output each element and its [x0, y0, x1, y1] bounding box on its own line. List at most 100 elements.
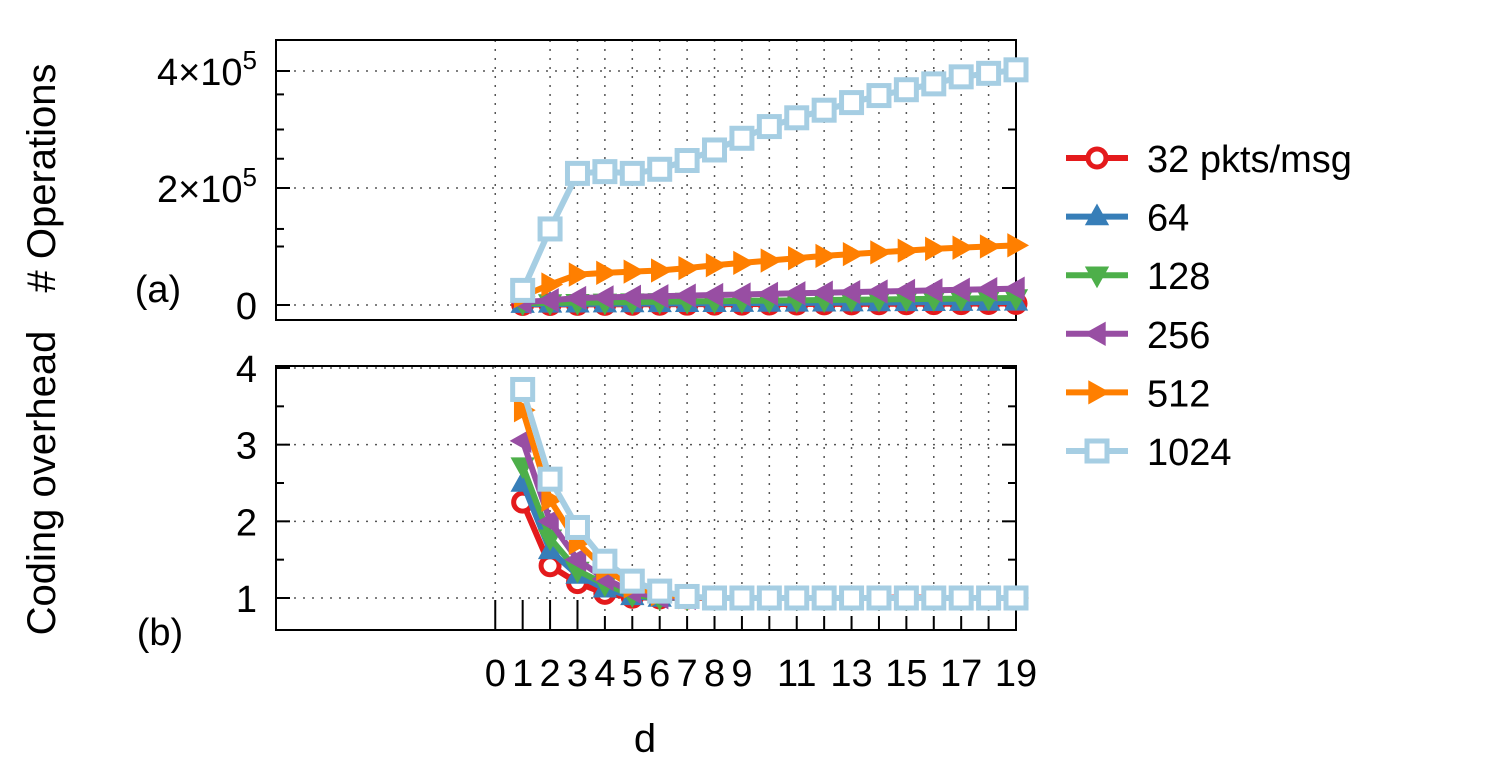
x-tick-label: 11	[777, 653, 816, 695]
data-point	[866, 585, 892, 611]
legend-label: 128	[1147, 256, 1210, 298]
series-a-4	[513, 233, 1030, 309]
data-point	[619, 160, 645, 186]
data-point	[510, 376, 536, 402]
data-point	[1003, 57, 1029, 83]
y-tick-label: 4	[236, 349, 257, 391]
data-point	[975, 277, 998, 302]
x-tick-label: 6	[649, 653, 670, 695]
legend-label: 64	[1147, 198, 1189, 240]
y-axis-title-top: # Operations	[20, 63, 64, 292]
data-point	[733, 250, 755, 276]
data-point	[976, 60, 1002, 86]
panel-a-label: (a)	[135, 269, 181, 311]
data-point	[729, 585, 755, 611]
data-point	[647, 578, 673, 604]
data-point	[948, 64, 974, 90]
y-tick-label: 4×105	[157, 45, 257, 94]
plot-frame-b	[275, 365, 1017, 631]
data-point	[788, 246, 810, 271]
data-point	[564, 160, 590, 186]
x-tick-label: 1	[512, 653, 533, 695]
x-tick-label: 8	[704, 653, 725, 695]
data-point	[592, 159, 618, 185]
data-point	[865, 279, 888, 304]
legend-item-3: 256	[1066, 315, 1210, 357]
data-point	[701, 282, 724, 308]
data-point	[646, 284, 669, 309]
legend-marker	[1084, 203, 1110, 226]
data-point	[811, 585, 837, 611]
data-point	[948, 277, 970, 302]
data-point	[893, 278, 916, 304]
data-point	[976, 585, 1002, 611]
data-point	[1002, 276, 1025, 301]
legend-marker	[1084, 266, 1110, 289]
data-point	[979, 234, 1002, 259]
x-tick-label: 9	[731, 653, 752, 695]
x-tick-label: 19	[995, 653, 1037, 695]
data-point	[537, 466, 563, 492]
legend-label: 1024	[1147, 432, 1232, 474]
data-point	[920, 278, 943, 303]
series-b-5	[510, 376, 1029, 611]
data-point	[756, 114, 782, 140]
data-point	[728, 282, 751, 307]
data-point	[678, 255, 701, 281]
panel-b: 1 2 3 4	[236, 349, 1030, 631]
data-point	[838, 279, 861, 305]
data-point	[564, 547, 587, 572]
legend-item-4: 512	[1066, 373, 1210, 415]
legend-item-2: 128	[1066, 256, 1210, 298]
data-point	[564, 285, 587, 311]
legend-label: 512	[1147, 373, 1210, 415]
x-tick-label: 17	[940, 653, 982, 695]
x-axis-title: d	[634, 717, 656, 761]
data-point	[897, 238, 920, 263]
legend-label: 256	[1147, 315, 1210, 357]
data-point	[925, 236, 947, 261]
y-tick-label: 1	[236, 579, 257, 621]
y-axis-b: 1 2 3 4	[236, 349, 1016, 621]
plot-frame-a	[275, 39, 1017, 321]
data-point	[870, 240, 893, 265]
panel-a: 0 2×105 4×105	[157, 39, 1030, 328]
x-tick-label: 3	[567, 653, 588, 695]
data-point	[783, 281, 806, 306]
x-tick-label: 2	[540, 653, 561, 695]
legend-item-1: 64	[1066, 198, 1189, 240]
data-point	[893, 585, 919, 611]
y-tick-label: 2	[236, 502, 257, 544]
series-a-5	[510, 57, 1029, 303]
data-point	[510, 277, 536, 303]
data-point	[921, 71, 947, 97]
data-point	[623, 259, 646, 284]
data-point	[1007, 233, 1030, 258]
legend: 32 pkts/msg 64 128 256 512 1024	[1066, 139, 1352, 474]
data-point	[592, 548, 618, 574]
x-tick-label: 0	[485, 653, 506, 695]
y-axis-title-bottom: Coding overhead	[20, 331, 64, 636]
data-point	[952, 235, 975, 260]
legend-marker	[1085, 146, 1109, 170]
data-point	[537, 509, 559, 534]
legend-marker	[1083, 321, 1106, 346]
data-point	[893, 77, 919, 103]
data-point	[784, 585, 810, 611]
panel-b-label: (b)	[137, 612, 183, 654]
x-tick-label: 5	[622, 653, 643, 695]
data-point	[591, 285, 614, 310]
data-point	[921, 585, 947, 611]
x-tick-label: 7	[677, 653, 698, 695]
data-point	[839, 90, 865, 116]
data-point	[647, 156, 673, 182]
data-point	[674, 148, 700, 174]
legend-item-5: 1024	[1066, 432, 1232, 474]
data-point	[760, 248, 783, 273]
x-tick-label: 15	[885, 653, 927, 695]
data-point	[815, 243, 838, 269]
data-point	[756, 585, 782, 611]
x-axis: 0 1 2 3 4 5 6 7 8 9 11 13 15 17 19	[485, 600, 1037, 695]
data-point	[702, 137, 728, 163]
